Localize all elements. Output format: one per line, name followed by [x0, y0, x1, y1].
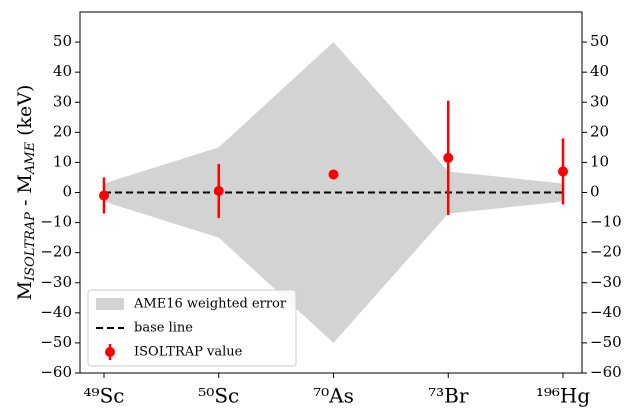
y-axis-label: MISOLTRAP - MAME (keV): [14, 85, 38, 301]
error-band: [104, 42, 563, 343]
y-tick-label: −30: [40, 273, 72, 291]
y2-tick-label: 20: [590, 122, 609, 140]
legend-label: ISOLTRAP value: [134, 345, 243, 360]
x-tick-label: ¹⁹⁶Hg: [536, 384, 590, 408]
y2-tick-label: 40: [590, 62, 609, 80]
legend-label: AME16 weighted error: [133, 297, 287, 312]
x-tick-label: ⁵⁰Sc: [198, 384, 239, 408]
legend-label: base line: [134, 321, 193, 336]
y-tick-label: −60: [40, 363, 72, 381]
y2-tick-label: 50: [590, 32, 609, 50]
x-tick-label: ⁷⁰As: [313, 384, 354, 408]
y-tick-label: −40: [40, 303, 72, 321]
y2-tick-label: −10: [590, 213, 622, 231]
y-tick-label: 20: [53, 122, 72, 140]
legend-swatch: [96, 298, 124, 310]
y-axis-label-part: M: [14, 281, 36, 300]
y-tick-label: 10: [53, 152, 72, 170]
y-tick-label: 0: [62, 183, 72, 201]
y2-tick-label: 0: [590, 183, 600, 201]
x-tick-label: ⁷³Br: [428, 384, 469, 408]
legend-swatch: [105, 347, 115, 357]
y-axis-label-part: - M: [14, 174, 36, 212]
data-point: [443, 152, 454, 163]
y-tick-label: −20: [40, 243, 72, 261]
y2-tick-label: −30: [590, 273, 622, 291]
legend-box: [87, 289, 297, 367]
data-point: [213, 185, 224, 196]
y2-tick-label: −50: [590, 333, 622, 351]
y-tick-label: 50: [53, 32, 72, 50]
data-point: [99, 190, 109, 201]
y2-tick-label: 10: [590, 152, 609, 170]
y2-tick-label: −20: [590, 243, 622, 261]
y2-tick-label: 30: [590, 92, 609, 110]
data-point: [558, 166, 568, 177]
y-tick-label: −10: [40, 213, 72, 231]
y-axis-label-part: (keV): [14, 85, 36, 142]
y-tick-label: −50: [40, 333, 72, 351]
data-point: [328, 169, 339, 180]
y-axis-label-part: ISOLTRAP: [23, 212, 38, 282]
y2-tick-label: −40: [590, 303, 622, 321]
y-tick-label: 30: [53, 92, 72, 110]
y2-tick-label: −60: [590, 363, 622, 381]
y-axis-label-part: AME: [23, 141, 38, 175]
x-tick-label: ⁴⁹Sc: [84, 384, 125, 408]
y-tick-label: 40: [53, 62, 72, 80]
